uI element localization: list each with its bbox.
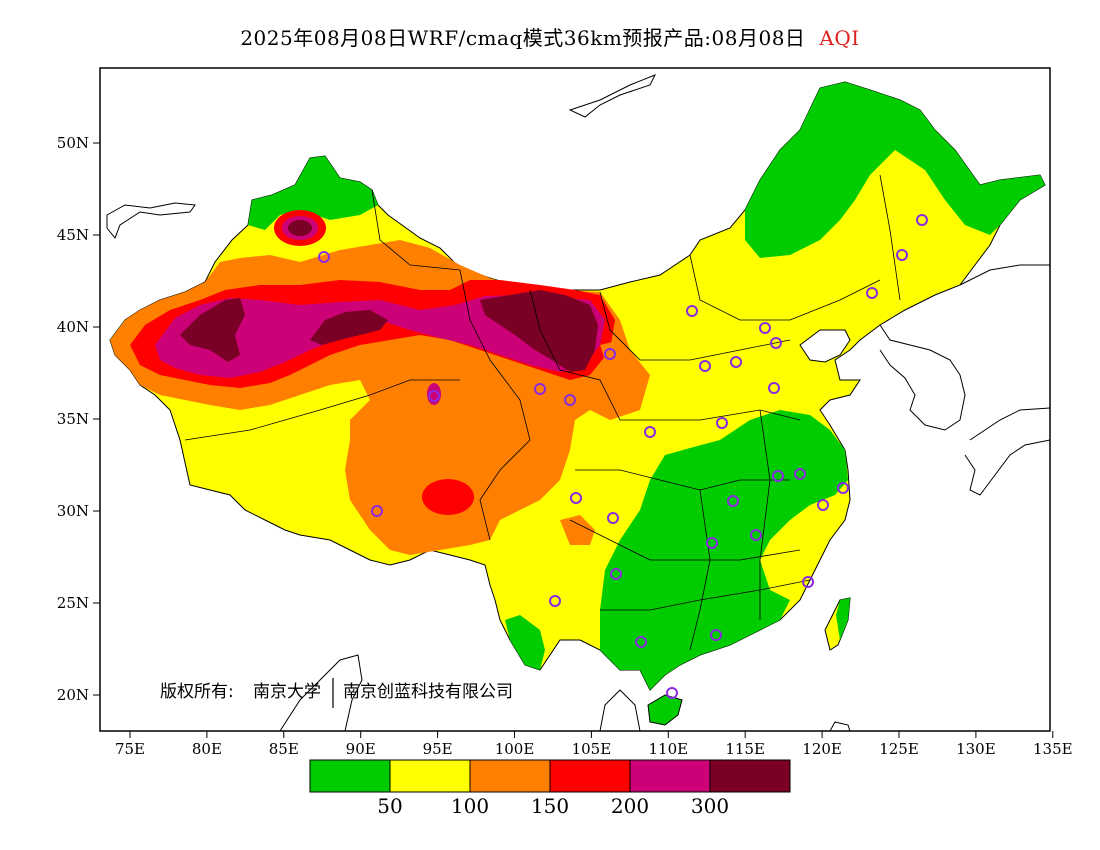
station-marker: [686, 305, 698, 317]
station-marker: [534, 383, 546, 395]
station-marker: [768, 382, 780, 394]
lon-tick-label: 80E: [192, 740, 222, 758]
station-marker: [371, 505, 383, 517]
legend-swatch: [709, 759, 791, 793]
lat-tick-label: 25N: [57, 594, 89, 612]
bohai-sea: [799, 329, 851, 363]
aqi-hotspot-north-peak: [288, 220, 312, 236]
station-marker: [564, 394, 576, 406]
copyright: 版权所有: 南京大学 南京创蓝科技有限公司: [160, 678, 513, 708]
title-text: 2025年08月08日WRF/cmaq模式36km预报产品:08月08日: [240, 26, 806, 50]
lat-tick-label: 50N: [57, 134, 89, 152]
legend-swatch: [469, 759, 551, 793]
legend-label: 150: [531, 794, 569, 818]
legend-label: 300: [691, 794, 729, 818]
station-marker: [794, 468, 806, 480]
hainan-island: [647, 694, 683, 726]
aqi-good-northwest: [248, 156, 378, 230]
aqi-hotspot-tibet: [422, 479, 474, 515]
station-marker: [750, 529, 762, 541]
aqi-good-southwest: [505, 615, 545, 670]
lat-tick-label: 45N: [57, 226, 89, 244]
neighbour-coastlines: [106, 74, 1050, 731]
station-marker: [916, 214, 928, 226]
lon-tick-label: 130E: [956, 740, 996, 758]
legend-label: 50: [377, 794, 402, 818]
station-marker: [706, 537, 718, 549]
aqi-good-northeast: [745, 82, 1045, 258]
lat-tick-label: 20N: [57, 686, 89, 704]
legend-swatch: [629, 759, 711, 793]
lon-tick-label: 95E: [423, 740, 453, 758]
station-marker: [716, 417, 728, 429]
map-title: 2025年08月08日WRF/cmaq模式36km预报产品:08月08日 AQI: [0, 22, 1100, 51]
lat-tick-label: 35N: [57, 410, 89, 428]
aqi-hazardous-west: [180, 298, 245, 362]
legend-swatch: [549, 759, 631, 793]
station-marker: [770, 337, 782, 349]
lon-tick-label: 105E: [572, 740, 612, 758]
station-marker: [866, 287, 878, 299]
copyright-prefix: 版权所有:: [160, 682, 234, 702]
lat-tick-label: 30N: [57, 502, 89, 520]
station-marker: [644, 426, 656, 438]
station-marker: [607, 512, 619, 524]
station-marker: [635, 636, 647, 648]
aqi-color-legend: 50 100 150 200 300: [309, 759, 791, 818]
station-marker: [699, 360, 711, 372]
lon-tick-label: 120E: [802, 740, 842, 758]
province-boundaries: [184, 174, 901, 651]
station-marker: [896, 249, 908, 261]
lat-tick-label: 40N: [57, 318, 89, 336]
copyright-org2: 南京创蓝科技有限公司: [343, 682, 513, 702]
lon-tick-label: 100E: [495, 740, 535, 758]
station-marker: [710, 629, 722, 641]
lon-tick-label: 115E: [725, 740, 765, 758]
legend-label: 200: [611, 794, 649, 818]
station-marker: [318, 251, 330, 263]
aqi-usg-sichuan: [560, 515, 595, 545]
station-marker: [837, 482, 849, 494]
station-marker: [802, 576, 814, 588]
lon-tick-label: 135E: [1033, 740, 1073, 758]
station-marker: [772, 470, 784, 482]
taiwan-east-good: [836, 598, 850, 640]
legend-label: 100: [451, 794, 489, 818]
aqi-hazardous-central: [310, 310, 388, 345]
lon-tick-label: 75E: [115, 740, 145, 758]
latitude-axis: 50N 45N 40N 35N 30N 25N 20N: [57, 134, 100, 704]
lon-tick-label: 125E: [879, 740, 919, 758]
station-marker: [759, 322, 771, 334]
station-marker: [730, 356, 742, 368]
station-marker: [610, 568, 622, 580]
lon-tick-label: 90E: [346, 740, 376, 758]
station-marker: [549, 595, 561, 607]
station-marker: [604, 348, 616, 360]
station-marker: [817, 499, 829, 511]
station-marker: [727, 495, 739, 507]
aqi-hazardous-east: [480, 290, 598, 372]
longitude-axis: 75E 80E 85E 90E 95E 100E 105E 110E 115E 120E 125E 1…: [115, 731, 1073, 758]
map-content: 版权所有: 南京大学 南京创蓝科技有限公司: [106, 74, 1050, 731]
legend-swatch: [309, 759, 391, 793]
copyright-org1: 南京大学: [253, 682, 321, 702]
legend-swatch: [389, 759, 471, 793]
station-marker: [666, 687, 678, 699]
station-markers: [318, 214, 928, 699]
station-marker: [570, 492, 582, 504]
lon-tick-label: 110E: [649, 740, 689, 758]
lon-tick-label: 85E: [269, 740, 299, 758]
station-marker: [428, 390, 440, 402]
aqi-label: AQI: [819, 26, 860, 50]
